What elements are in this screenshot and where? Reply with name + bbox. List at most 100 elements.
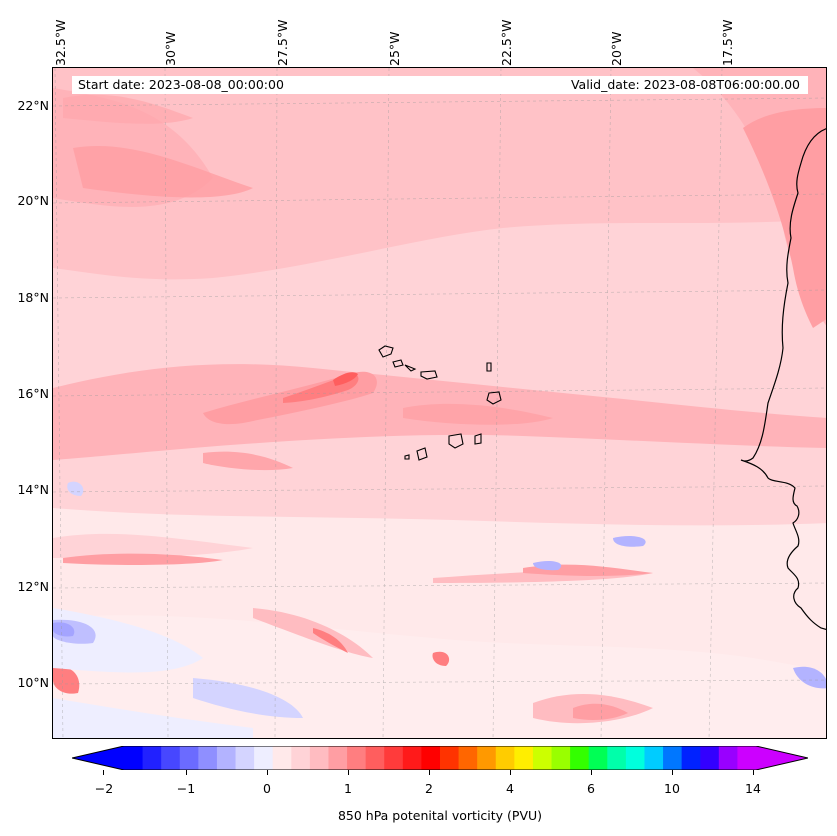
field-negative-bottom <box>53 698 253 738</box>
cb-tickline <box>186 770 187 775</box>
colorbar-swatch <box>161 746 181 770</box>
field-coastal-core <box>743 108 826 328</box>
lat-label-18n: 18°N <box>17 290 49 305</box>
cb-tickline <box>348 770 349 775</box>
colorbar-swatch <box>235 746 255 770</box>
lon-label-30w: 30°W <box>163 31 178 66</box>
lat-label-14n: 14°N <box>17 482 49 497</box>
field-negative-s <box>193 678 303 718</box>
cb-tickline <box>103 770 104 775</box>
lon-label-17.5w: 17.5°W <box>720 19 735 66</box>
lat-label-16n: 16°N <box>17 386 49 401</box>
lon-label-27.5w: 27.5°W <box>275 19 290 66</box>
colorbar-swatch <box>737 746 757 770</box>
coastline-africa <box>740 128 826 631</box>
colorbar-swatch <box>365 746 385 770</box>
cb-tick-label: 0 <box>263 781 271 796</box>
colorbar-swatch <box>514 746 534 770</box>
colorbar-swatch <box>551 746 571 770</box>
colorbar-swatch <box>254 746 274 770</box>
colorbar-swatch <box>440 746 460 770</box>
colorbar <box>72 746 808 770</box>
field-filament-max <box>333 372 358 386</box>
cb-tick-label: 2 <box>425 781 433 796</box>
field-south-streak <box>53 533 253 558</box>
colorbar-swatch <box>272 746 292 770</box>
colorbar-swatch <box>477 746 497 770</box>
cb-tickline <box>753 770 754 775</box>
cb-tick-label: −1 <box>176 781 196 796</box>
field-negative-spot-3 <box>67 481 84 496</box>
colorbar-swatch <box>532 746 553 770</box>
field-negative-spot-1 <box>613 535 646 547</box>
colorbar-swatch <box>328 746 348 770</box>
cb-tick-label: 10 <box>664 781 680 796</box>
colorbar-swatch <box>700 746 720 770</box>
colorbar-swatch <box>458 746 478 770</box>
colorbar-swatch <box>347 746 367 770</box>
field-south <box>53 508 826 738</box>
colorbar-swatch <box>495 746 515 770</box>
cb-tick-label: 1 <box>344 781 352 796</box>
pv-map <box>52 67 827 739</box>
lat-label-20n: 20°N <box>17 193 49 208</box>
field-sw-spot <box>53 667 80 694</box>
lat-label-10n: 10°N <box>17 675 49 690</box>
pv-contour-field <box>53 68 826 738</box>
colorbar-swatch <box>142 746 162 770</box>
cb-tickline <box>672 770 673 775</box>
colorbar-swatch <box>198 746 218 770</box>
islands-cape-verde <box>378 345 502 461</box>
cb-tickline <box>591 770 592 775</box>
field-10n-spot <box>432 651 450 666</box>
colorbar-swatch <box>570 746 590 770</box>
colorbar-swatch <box>216 746 237 770</box>
lon-label-22.5w: 22.5°W <box>499 19 514 66</box>
colorbar-swatch <box>384 746 404 770</box>
field-negative-spot-4 <box>793 666 826 689</box>
date-banner: Start date: 2023-08-08_00:00:00 Valid_da… <box>72 76 808 94</box>
field-negative-spot-2 <box>533 560 562 571</box>
colorbar-swatch <box>309 746 329 770</box>
field-negative-sw <box>53 608 203 673</box>
colorbar-swatch <box>625 746 645 770</box>
field-nw-core <box>73 146 253 198</box>
colorbar-swatch <box>644 746 664 770</box>
start-date: Start date: 2023-08-08_00:00:00 <box>78 77 284 92</box>
colorbar-swatch <box>607 746 627 770</box>
field-south-patch-1 <box>203 451 293 471</box>
colorbar-under-arrow <box>72 746 124 770</box>
colorbar-swatch <box>588 746 608 770</box>
colorbar-swatch <box>663 746 683 770</box>
field-12n-streak-1 <box>63 553 223 565</box>
colorbar-swatch <box>291 746 311 770</box>
colorbar-swatch <box>179 746 199 770</box>
lat-label-22n: 22°N <box>17 98 49 113</box>
colorbar-swatch <box>681 746 701 770</box>
colorbar-label: 850 hPa potenital vorticity (PVU) <box>337 808 543 823</box>
graticule <box>53 68 826 738</box>
colorbar-over-arrow <box>756 746 808 770</box>
valid-date: Valid_date: 2023-08-08T06:00:00.00 <box>570 77 800 92</box>
field-negative-sw-mid <box>53 619 96 644</box>
colorbar-swatch <box>402 746 422 770</box>
cb-tickline <box>267 770 268 775</box>
cb-tickline <box>429 770 430 775</box>
lon-label-32.5w: 32.5°W <box>53 19 68 66</box>
lat-label-12n: 12°N <box>17 579 49 594</box>
cb-tickline <box>510 770 511 775</box>
lon-label-20w: 20°W <box>609 31 624 66</box>
field-11n-core <box>313 628 348 653</box>
field-se-core <box>573 703 628 721</box>
field-mid-patch <box>403 403 553 425</box>
cb-tick-label: −2 <box>94 781 114 796</box>
field-north-band <box>53 68 826 280</box>
lon-label-25w: 25°W <box>387 31 402 66</box>
cb-tick-label: 14 <box>745 781 761 796</box>
colorbar-swatch <box>718 746 738 770</box>
colorbar-swatch <box>124 746 144 770</box>
field-nw-streak <box>63 94 193 124</box>
cb-tick-label: 6 <box>587 781 595 796</box>
cb-tick-label: 4 <box>506 781 514 796</box>
colorbar-swatch <box>421 746 441 770</box>
